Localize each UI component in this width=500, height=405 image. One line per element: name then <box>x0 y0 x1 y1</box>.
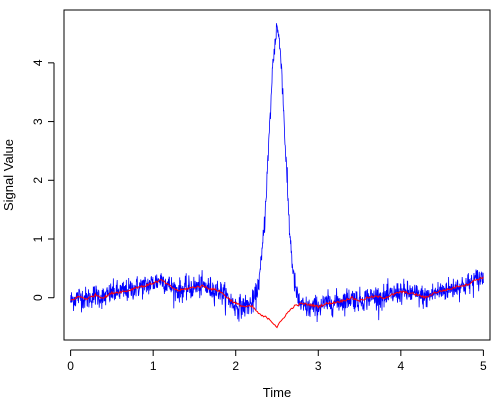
plot-frame <box>63 9 491 341</box>
x-tick-label-3: 3 <box>315 359 322 373</box>
x-axis-label: Time <box>263 385 291 400</box>
x-tick-label-5: 5 <box>480 359 487 373</box>
series-line-1 <box>70 23 484 323</box>
x-tick-label-4: 4 <box>397 359 404 373</box>
series-line-2 <box>70 276 484 329</box>
y-axis: 0 1 2 3 4 <box>31 59 55 301</box>
x-tick-label-1: 1 <box>150 359 157 373</box>
x-tick-label-2: 2 <box>232 359 239 373</box>
y-tick-label-1: 1 <box>31 235 45 242</box>
y-tick-label-4: 4 <box>31 59 45 66</box>
y-tick-label-2: 2 <box>31 177 45 184</box>
x-tick-label-0: 0 <box>67 359 74 373</box>
y-tick-label-0: 0 <box>31 294 45 301</box>
x-axis: 0 1 2 3 4 5 <box>67 349 487 373</box>
series-layer <box>70 23 484 329</box>
y-axis-label: Signal Value <box>1 139 16 211</box>
y-tick-label-3: 3 <box>31 118 45 125</box>
